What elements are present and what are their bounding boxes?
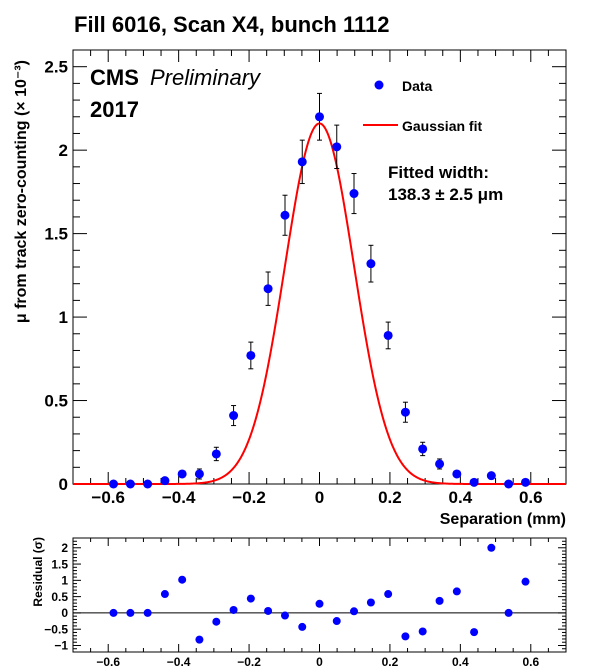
main-y-tick-label: 0 [59,475,68,494]
data-point [143,479,153,489]
data-point [263,284,273,294]
residual-y-axis-title: Residual (σ) [31,537,45,607]
residual-point [178,575,187,584]
legend-marker-data [374,80,384,90]
main-x-tick-label: 0 [315,488,324,507]
residual-y-tick-label: 2 [61,541,68,555]
residual-point [264,606,273,615]
experiment-label: CMS [90,65,139,90]
data-point [297,157,307,167]
main-x-tick-label: −0.2 [232,488,266,507]
residual-point [350,607,359,616]
residual-point [435,596,444,605]
main-x-tick-label: 0.2 [378,488,402,507]
residual-frame [72,537,567,653]
residual-x-tick-label: 0.2 [382,655,399,669]
status-label: Preliminary [150,65,262,90]
residual-y-tick-label: 0 [61,606,68,620]
data-point [211,449,221,459]
data-point [469,477,479,487]
residual-point [332,617,341,626]
residual-point [470,628,479,637]
residual-y-tick-label: 0.5 [51,590,68,604]
residual-x-tick-label: 0.6 [522,655,539,669]
residual-point [401,632,410,641]
residual-x-tick-label: −0.2 [237,655,261,669]
data-point [504,479,514,489]
residual-point [384,590,393,599]
legend-label-fit: Gaussian fit [402,118,482,134]
main-x-tick-label: 0.4 [449,488,473,507]
data-point [280,210,290,220]
main-y-tick-label: 0.5 [44,391,68,410]
data-point [332,142,342,152]
chart-title: Fill 6016, Scan X4, bunch 1112 [74,12,390,37]
y-axis-title: μ from track zero-counting (× 10⁻³) [13,60,30,323]
residual-point [504,608,513,617]
residual-x-tick-label: −0.6 [96,655,120,669]
data-point [452,469,462,479]
data-point [125,479,135,489]
residual-point [246,594,255,603]
residual-x-tick-label: 0.4 [452,655,469,669]
data-point [418,444,428,454]
main-plot-area: −0.6 −0.4 −0.2 0 0.2 0.4 0.6 0 0.5 1 1.5 2 2.5 [44,49,567,507]
residual-plot-area: −0.6 −0.4 −0.2 0 0.2 0.4 0.6 −1 −0.5 0 0.5 1 1.5 2 [44,537,567,669]
residual-point [195,635,204,644]
data-point [315,112,324,122]
residual-point [298,622,307,631]
data-point [229,411,239,421]
data-point [349,189,359,199]
residual-point [452,587,461,596]
main-y-tick-label: 1 [59,308,68,327]
residual-x-tick-label: 0 [316,655,323,669]
data-point [486,471,496,481]
residual-point [487,543,496,552]
year-label: 2017 [90,97,139,122]
residual-point [160,590,169,599]
data-point [160,476,170,486]
data-point [177,469,187,479]
residual-y-tick-label: 1 [61,574,68,588]
data-point [521,477,531,487]
data-point [400,407,410,417]
residual-point [143,608,152,617]
fit-width-label: Fitted width: [388,163,489,182]
x-axis-title: Separation (mm) [440,511,566,528]
residual-point [109,608,118,617]
residual-x-tick-label: −0.4 [167,655,191,669]
legend-label-data: Data [402,78,433,94]
data-point [246,350,256,360]
main-y-tick-label: 2.5 [44,58,68,77]
data-point [383,330,393,340]
legend: Data Gaussian fit [363,78,482,134]
residual-y-tick-label: 1.5 [51,557,68,571]
residual-point [229,605,238,614]
residual-point [280,611,289,620]
main-x-tick-label: 0.6 [519,488,543,507]
residual-point [126,608,135,617]
data-point [194,469,204,479]
main-x-tick-label: −0.4 [162,488,196,507]
data-point [435,459,445,469]
main-x-tick-label: −0.6 [91,488,125,507]
fit-width-value: 138.3 ± 2.5 μm [388,185,503,204]
residual-y-tick-label: −1 [54,639,68,653]
main-y-tick-label: 1.5 [44,225,68,244]
residual-y-tick-label: −0.5 [44,622,68,636]
data-point [108,479,118,489]
residual-point [315,599,324,608]
main-y-tick-label: 2 [59,141,68,160]
residual-point [212,617,221,626]
data-point [366,259,376,269]
residual-point [418,627,427,636]
residual-point [521,577,530,586]
residual-point [366,598,375,607]
gaussian-fit-curve [73,122,566,485]
